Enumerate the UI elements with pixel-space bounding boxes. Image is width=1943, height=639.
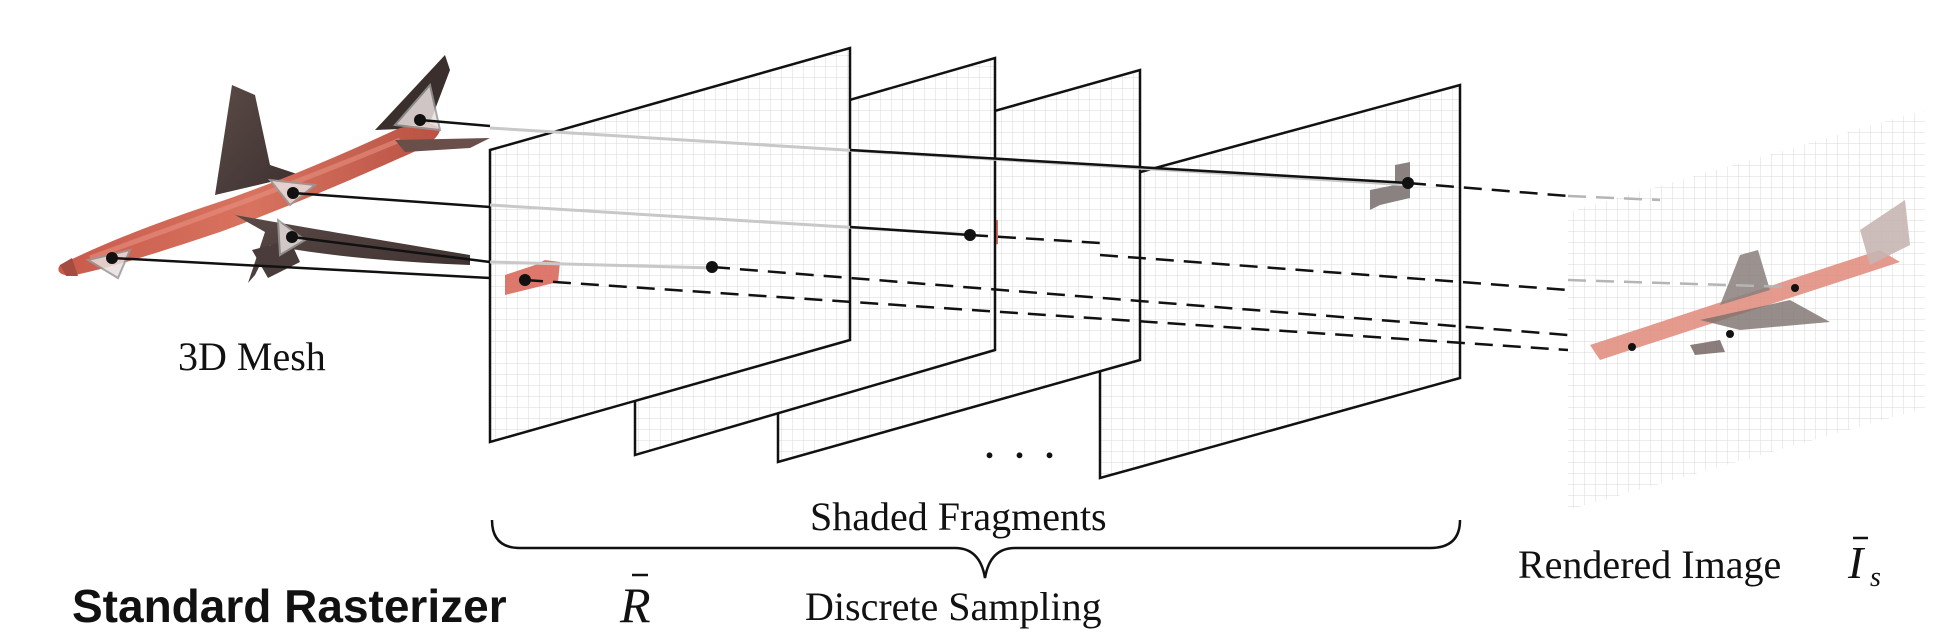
mesh-face-tail (392, 82, 442, 132)
discrete-sampling-brace (490, 519, 1462, 579)
rendered-image-symbol: I s (1847, 536, 1881, 593)
rendered-image-plane (1568, 110, 1925, 510)
dashed-lines (524, 181, 1569, 352)
rasterizer-title: Standard Rasterizer (72, 580, 507, 632)
fragment-plane-4 (1098, 83, 1462, 480)
fragment-1 (505, 260, 560, 295)
projection-points (106, 114, 1799, 351)
discrete-sampling-label: Discrete Sampling (805, 584, 1102, 629)
shaded-fragments-label: Shaded Fragments (810, 494, 1107, 539)
rasterizer-symbol-main: R (619, 577, 651, 633)
projection-lines (111, 118, 1409, 280)
rendered-image-symbol-sub: s (1870, 562, 1881, 593)
fragment-4 (1370, 162, 1410, 210)
rasterizer-symbol: R (619, 573, 651, 633)
mesh-label: 3D Mesh (178, 334, 326, 379)
ellipsis-label: . . . (985, 426, 1060, 466)
fragment-plane-1 (488, 46, 852, 444)
dashed-lines-faint (1567, 194, 1791, 289)
rendered-image-symbol-main: I (1847, 537, 1866, 588)
rendered-image-label: Rendered Image (1518, 542, 1781, 587)
rendered-airplane (1590, 200, 1910, 360)
